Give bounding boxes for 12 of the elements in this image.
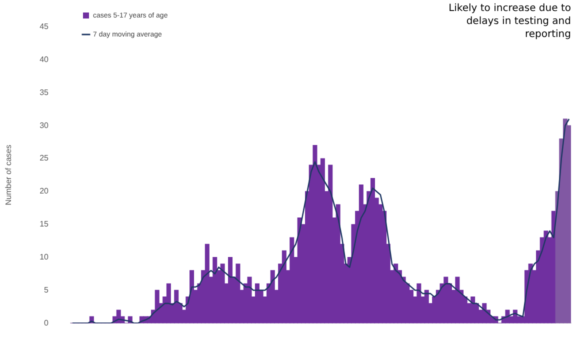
y-tick-label: 30 [40, 120, 50, 130]
y-tick-label: 20 [40, 186, 50, 196]
y-tick-label: 15 [40, 220, 50, 229]
y-tick-label: 45 [40, 22, 50, 32]
y-tick-label: 35 [40, 88, 50, 97]
y-tick-label: 40 [40, 54, 50, 64]
annotation: Likely to increase due to delays in testing and reporting [448, 2, 571, 41]
y-tick-label: 5 [44, 285, 50, 294]
y-tick-label: 10 [40, 252, 50, 262]
y-axis-title: Number of cases [4, 144, 14, 206]
y-tick-label: 0 [44, 318, 50, 328]
y-tick-label: 25 [40, 154, 50, 163]
